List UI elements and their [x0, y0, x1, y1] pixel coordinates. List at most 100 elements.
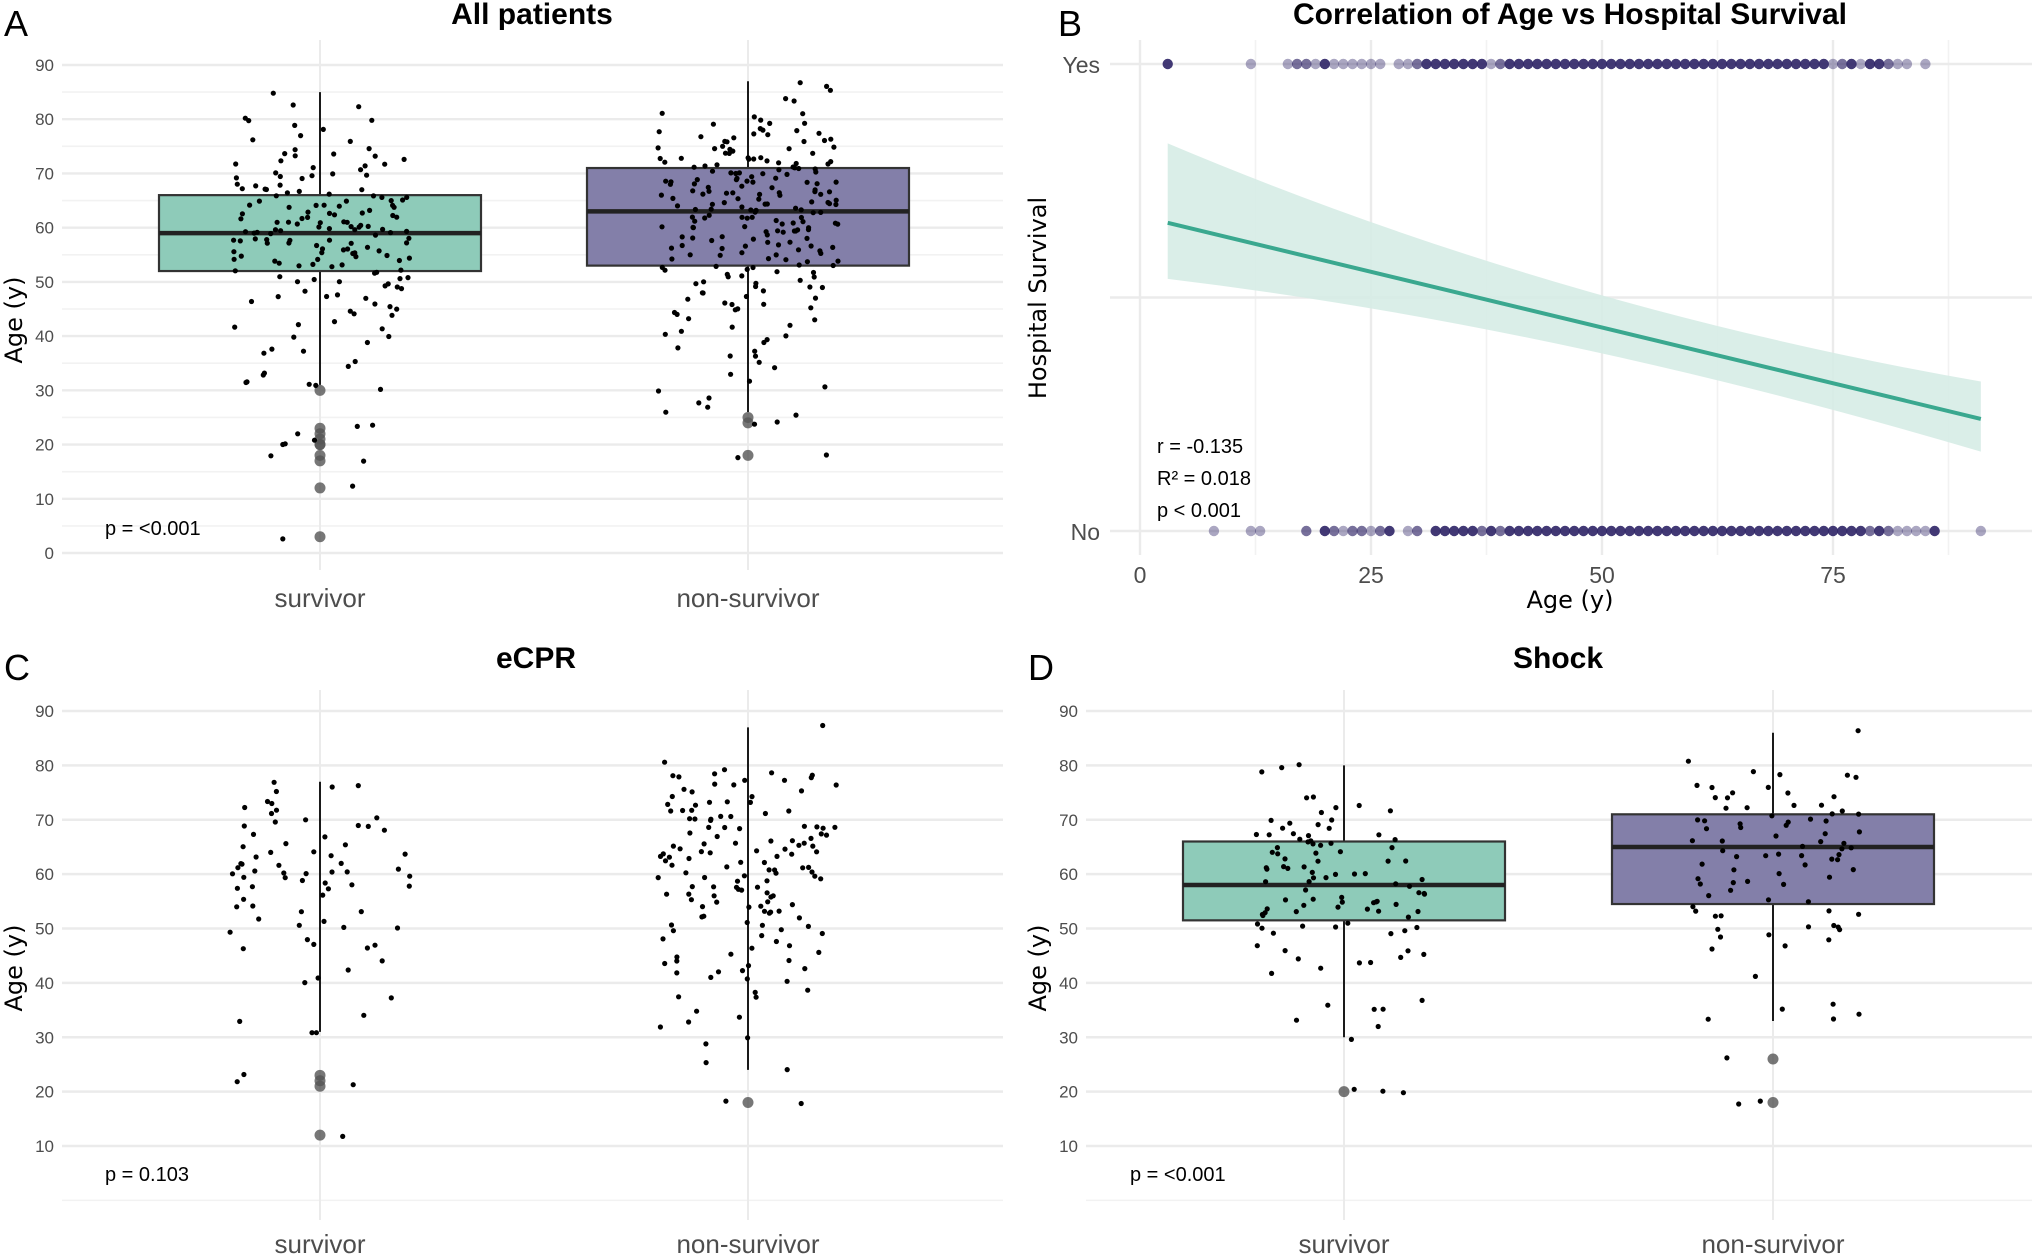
jitter-point — [1416, 890, 1422, 896]
jitter-point — [387, 304, 393, 310]
jitter-point — [689, 884, 695, 890]
jitter-point — [1310, 875, 1317, 881]
jitter-point — [1270, 930, 1276, 936]
jitter-point — [331, 151, 337, 157]
scatter-point-yes — [1883, 58, 1894, 70]
jitter-point — [1830, 1016, 1837, 1022]
panel-b-x-ticks: 0 25 50 75 — [1134, 562, 1846, 588]
scatter-point-no — [1495, 525, 1506, 537]
jitter-point — [1375, 1023, 1381, 1030]
jitter-point — [278, 158, 284, 164]
jitter-point — [1835, 924, 1841, 930]
scatter-point-no — [1430, 525, 1441, 537]
jitter-point — [708, 974, 714, 981]
jitter-point — [270, 90, 276, 96]
jitter-point — [814, 181, 820, 187]
jitter-point — [1362, 871, 1368, 877]
scatter-point-no — [1504, 525, 1515, 537]
jitter-point — [715, 969, 722, 975]
jitter-point — [796, 842, 802, 848]
jitter-point — [787, 322, 793, 328]
jitter-point — [713, 263, 719, 269]
jitter-point — [728, 951, 734, 957]
jitter-point — [299, 175, 305, 182]
jitter-point — [1785, 790, 1791, 796]
jitter-point — [711, 884, 717, 890]
jitter-point — [806, 864, 812, 871]
jitter-point — [362, 163, 368, 169]
jitter-point — [731, 782, 737, 788]
jitter-point — [689, 789, 695, 795]
jitter-point — [728, 371, 734, 377]
jitter-point — [286, 240, 292, 246]
outlier-point — [314, 455, 326, 467]
jitter-point — [1402, 928, 1408, 934]
scatter-point-no — [1569, 525, 1580, 537]
jitter-point — [345, 246, 351, 252]
jitter-point — [729, 301, 735, 308]
jitter-point — [1719, 838, 1725, 844]
panel-b-r-value: r = -0.135 — [1157, 436, 1243, 458]
jitter-point — [1400, 1090, 1406, 1096]
jitter-point — [690, 235, 696, 241]
outlier-point — [742, 449, 754, 461]
jitter-point — [278, 228, 284, 234]
jitter-point — [237, 238, 243, 244]
jitter-point — [786, 146, 792, 152]
jitter-point — [404, 228, 410, 234]
jitter-point — [358, 167, 364, 173]
jitter-point — [765, 132, 771, 138]
jitter-point — [1766, 932, 1772, 938]
scatter-point-yes — [1495, 58, 1506, 70]
jitter-point — [765, 256, 772, 262]
jitter-point — [790, 164, 796, 170]
jitter-point — [794, 128, 800, 134]
jitter-point — [355, 822, 361, 829]
jitter-point — [703, 1060, 709, 1066]
jitter-point — [348, 240, 354, 246]
y-tick-label: 80 — [1059, 756, 1078, 775]
outlier-point — [314, 384, 326, 396]
jitter-point — [767, 120, 773, 126]
jitter-point — [275, 294, 281, 300]
jitter-point — [683, 870, 689, 876]
jitter-point — [1305, 833, 1312, 839]
jitter-point — [374, 815, 380, 821]
y-tick-label: 40 — [35, 974, 54, 993]
jitter-point — [231, 249, 237, 255]
scatter-point-no — [1254, 525, 1266, 537]
scatter-point-no — [1901, 525, 1913, 537]
scatter-point-yes — [1421, 58, 1432, 70]
scatter-point-no — [1467, 525, 1478, 537]
jitter-point — [657, 155, 663, 162]
jitter-point — [819, 284, 826, 291]
jitter-point — [1805, 924, 1812, 930]
jitter-point — [364, 945, 370, 951]
jitter-point — [674, 958, 680, 964]
jitter-point — [317, 220, 323, 226]
jitter-point — [315, 975, 321, 981]
jitter-point — [1718, 913, 1724, 919]
jitter-point — [229, 871, 236, 877]
jitter-point — [256, 916, 262, 922]
y-tick-label: 10 — [35, 490, 54, 509]
jitter-point — [1856, 811, 1862, 817]
jitter-point — [759, 922, 766, 928]
jitter-point — [1315, 858, 1321, 864]
jitter-point — [750, 236, 757, 242]
scatter-point-yes — [1716, 58, 1728, 70]
scatter-point-no — [1458, 525, 1469, 537]
scatter-point-no — [1781, 525, 1793, 537]
scatter-point-no — [1633, 525, 1645, 537]
jitter-point — [296, 263, 302, 269]
panel-c-grid — [62, 690, 1003, 1220]
jitter-point — [302, 980, 308, 986]
jitter-point — [340, 1133, 346, 1139]
jitter-point — [832, 220, 839, 226]
jitter-point — [326, 226, 332, 232]
scatter-point-yes — [1855, 58, 1866, 70]
jitter-point — [311, 437, 318, 443]
jitter-point — [702, 163, 708, 169]
jitter-point — [1769, 813, 1775, 819]
jitter-point — [336, 203, 342, 209]
